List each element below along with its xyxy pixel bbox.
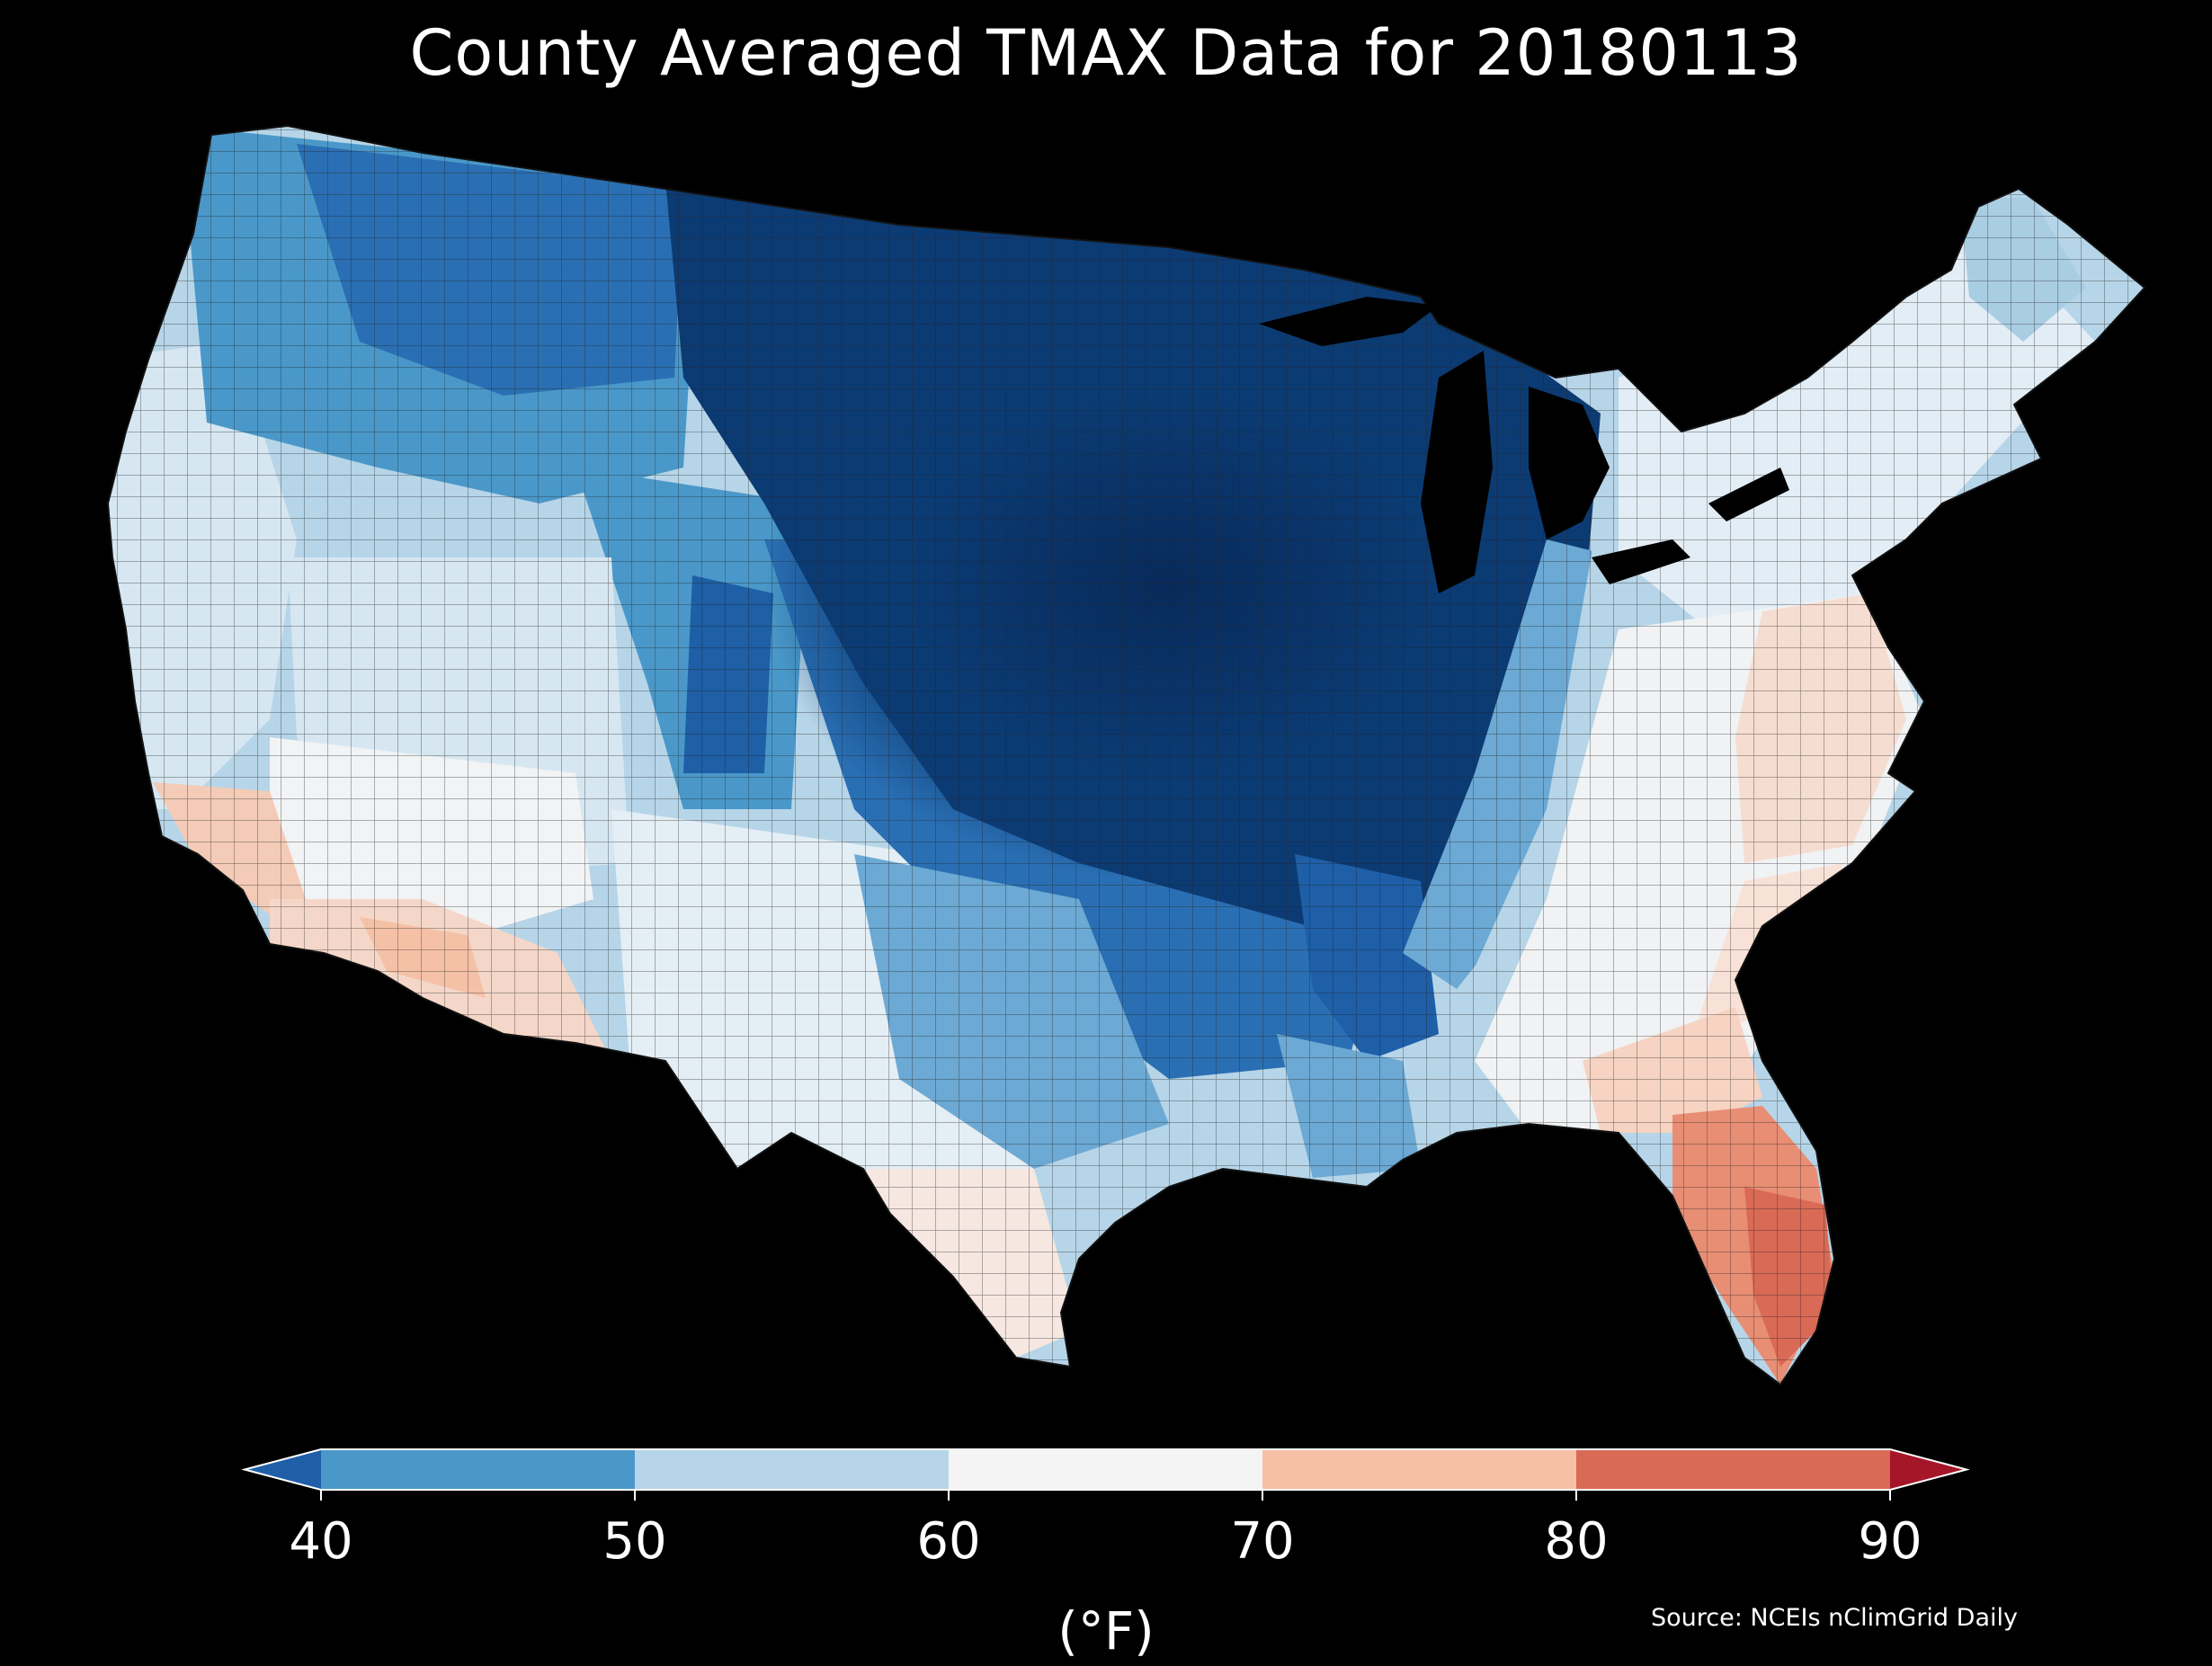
colorbar-tick-40: 40 [289,1512,353,1571]
great-lakes [1259,297,1789,593]
colorbar-tick-80: 80 [1544,1512,1609,1571]
colorbar-extend-low [245,1449,321,1490]
map-title: County Averaged TMAX Data for 20180113 [409,16,1803,90]
colorbar-tick-90: 90 [1858,1512,1922,1571]
colorbar-extend-high [1890,1449,1967,1490]
colorbar-bin-50-60 [635,1449,949,1490]
colorbar-tick-50: 50 [602,1512,667,1571]
colorbar-tick-70: 70 [1230,1512,1295,1571]
colorbar-unit-label: (°F) [1057,1600,1155,1662]
colorbar-bin-80-90 [1576,1449,1890,1490]
source-credit: Source: NCEIs nClimGrid Daily [1651,1604,2018,1632]
colorbar-tick-60: 60 [916,1512,981,1571]
colorbar-bin-70-80 [1262,1449,1576,1490]
colorbar-bin-40-50 [321,1449,635,1490]
colorbar-bin-60-70 [949,1449,1262,1490]
